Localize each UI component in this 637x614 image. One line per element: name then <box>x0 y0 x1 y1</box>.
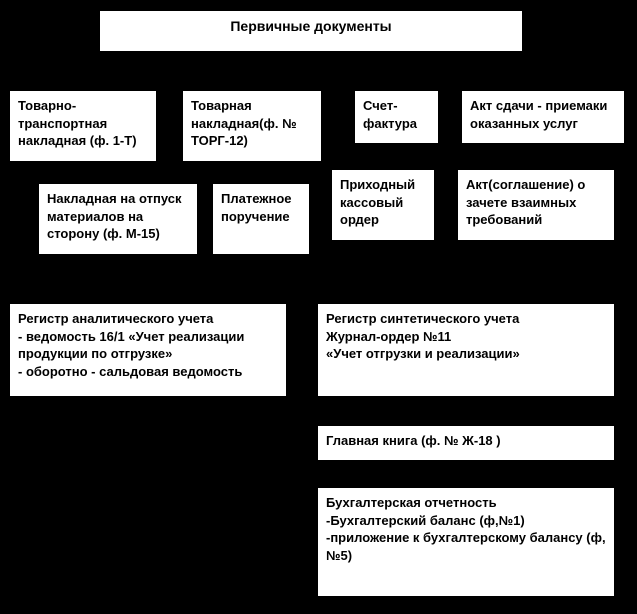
node-torg12: Товарная накладная(ф. № ТОРГ-12) <box>181 89 323 163</box>
node-act-services: Акт сдачи - приемаки оказанных услуг <box>460 89 626 145</box>
node-act-offset: Акт(соглашение) о зачете взаимных требов… <box>456 168 616 242</box>
node-analytic-register: Регистр аналитического учета - ведомость… <box>8 302 288 398</box>
node-main-book: Главная книга (ф. № Ж-18 ) <box>316 424 616 462</box>
node-synthetic-register: Регистр синтетического учета Журнал-орде… <box>316 302 616 398</box>
diagram-canvas: Первичные документы Товарно- транспортна… <box>0 0 637 614</box>
node-reporting: Бухгалтерская отчетность -Бухгалтерский … <box>316 486 616 598</box>
node-ttn: Товарно- транспортная накладная (ф. 1-Т) <box>8 89 158 163</box>
node-payment-order: Платежное поручение <box>211 182 311 256</box>
node-cash-order: Приходный кассовый ордер <box>330 168 436 242</box>
node-invoice: Счет- фактура <box>353 89 440 145</box>
node-primary-documents-header: Первичные документы <box>98 9 524 53</box>
node-m15: Накладная на отпуск материалов на сторон… <box>37 182 199 256</box>
